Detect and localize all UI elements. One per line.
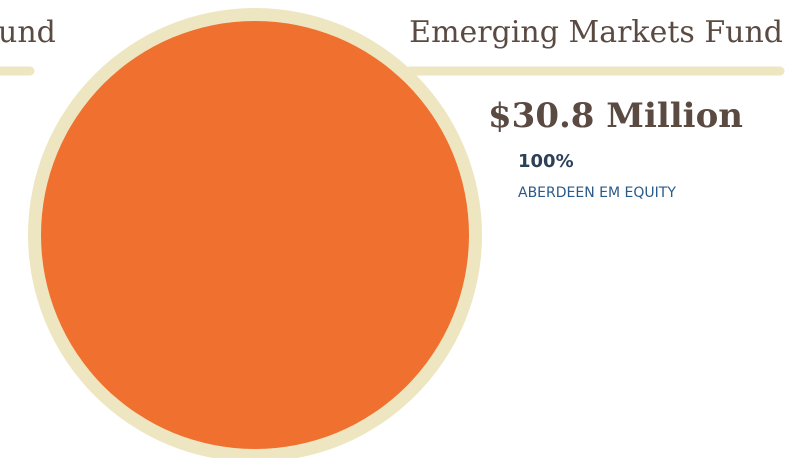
pie-slice [41,21,469,449]
chart-title: Emerging Markets Fund [409,15,783,50]
pie [41,21,469,449]
legend-label: ABERDEEN EM EQUITY [518,185,676,201]
legend: 100% ABERDEEN EM EQUITY [518,151,676,201]
chart-subtitle: $30.8 Million [488,96,743,136]
value-label: 100% [518,151,574,172]
cropped-heading: und [0,15,56,50]
